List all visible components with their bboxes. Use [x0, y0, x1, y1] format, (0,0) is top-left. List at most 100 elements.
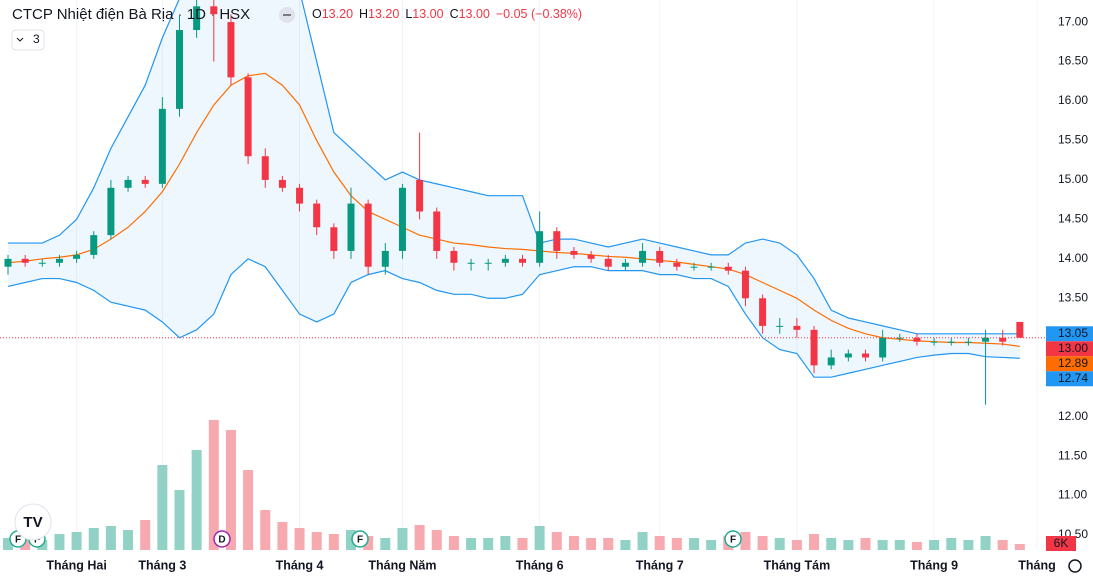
volume-bar: [826, 538, 837, 550]
candle-body: [913, 337, 921, 342]
volume-bar: [534, 526, 545, 550]
event-marker: [213, 530, 231, 548]
y-tick-label: 17.00: [1058, 14, 1088, 28]
volume-bar: [88, 528, 99, 550]
volume-bar: [980, 536, 991, 550]
y-tick-label: 12.00: [1058, 409, 1088, 423]
volume-bar: [71, 532, 82, 550]
candle-body: [433, 211, 441, 251]
x-tick-label: Tháng Năm: [368, 558, 436, 572]
candle-body: [381, 250, 389, 267]
volume-label: 6K: [1054, 536, 1069, 550]
volume-bar: [568, 536, 579, 550]
status-icon: [283, 14, 291, 16]
candle-body: [210, 6, 218, 15]
volume-bar: [500, 536, 511, 550]
candle-body: [656, 250, 664, 263]
candle-body: [227, 22, 235, 78]
volume-bar: [620, 540, 631, 550]
candle-body: [982, 337, 990, 342]
interval: 1D: [187, 6, 206, 23]
price-label: 13.00: [1058, 341, 1088, 355]
y-tick-label: 15.00: [1058, 172, 1088, 186]
volume-bar: [877, 540, 888, 550]
volume-bar: [929, 540, 940, 550]
y-tick-label: 14.00: [1058, 251, 1088, 265]
volume-bar: [946, 538, 957, 550]
candle-body: [621, 262, 629, 267]
candle-body: [244, 77, 252, 157]
y-tick-label: 14.50: [1058, 212, 1088, 226]
candle-body: [999, 337, 1007, 342]
candle-body: [107, 187, 115, 236]
volume-bar: [140, 520, 151, 550]
exchange: HSX: [219, 6, 250, 23]
indicator-toggle[interactable]: [11, 29, 45, 51]
logo-circle[interactable]: [14, 503, 52, 541]
candle-body: [759, 298, 767, 326]
event-label: F: [730, 535, 736, 546]
price-axis: 10.5011.0011.5012.0012.5013.0013.5014.00…: [1046, 14, 1093, 551]
ohlc-key: L: [405, 7, 412, 21]
candle-body: [862, 353, 869, 358]
x-tick-label: Tháng 7: [636, 558, 684, 572]
candle-body: [536, 231, 544, 263]
candle-body: [347, 203, 355, 251]
price-label-bg: [1046, 356, 1093, 372]
price-label-bg: [1046, 371, 1093, 387]
candle-body: [141, 179, 149, 184]
candle-body: [896, 337, 904, 339]
candle-body: [467, 262, 475, 264]
ohlc: O13.20 H13.20 L13.00 C13.00 −0.05 (−0.38%): [312, 7, 582, 21]
volume-bar: [466, 538, 477, 550]
band-lower: [7, 258, 1020, 378]
candle-body: [793, 325, 801, 330]
volume-bar: [637, 532, 648, 550]
candle-body: [193, 6, 201, 30]
volume-bar: [105, 526, 116, 550]
x-tick-label: Tháng Tám: [764, 558, 831, 572]
bands-layer: [7, 0, 1020, 378]
volume-bar: [551, 532, 562, 550]
volume-label-bg: [1046, 536, 1076, 551]
volume-bar: [603, 538, 614, 550]
volume-bar: [586, 538, 597, 550]
candle-body: [398, 187, 406, 251]
band-fill: [8, 0, 1020, 378]
candle-body: [278, 179, 286, 188]
volume-bar: [809, 534, 820, 550]
candle-body: [587, 254, 595, 259]
candle-body: [570, 250, 578, 255]
volume-bar: [997, 540, 1008, 550]
ohlc-key: C: [450, 7, 459, 21]
volume-bar: [843, 540, 854, 550]
indicator-count: 3: [33, 32, 40, 46]
event-marker: [724, 530, 742, 548]
volume-bar: [483, 538, 494, 550]
volume-bar: [963, 540, 974, 550]
title-text: CTCP Nhiệt điện Bà Rịa: [12, 6, 174, 23]
candle-body: [930, 341, 938, 343]
candle-body: [604, 258, 612, 267]
volume-bar: [174, 490, 185, 550]
volume-bar: [860, 538, 871, 550]
volume-bar: [706, 540, 717, 550]
volume-bar: [911, 542, 922, 550]
candle-body: [639, 250, 647, 263]
candle-body: [90, 235, 98, 255]
price-label: 12.74: [1058, 371, 1088, 385]
volume-bar: [448, 536, 459, 550]
header: CTCP Nhiệt điện Bà Rịa · 1D · HSX O13.20…: [11, 6, 582, 51]
candle-body: [501, 258, 509, 263]
candle-body: [810, 329, 818, 366]
candle-body: [416, 179, 424, 212]
volume-bar: [654, 536, 665, 550]
ohlc-key: H: [359, 7, 368, 21]
settings[interactable]: [1068, 559, 1082, 573]
volume-bar: [414, 525, 425, 550]
volume-bar: [54, 534, 65, 550]
candle-body: [844, 353, 852, 358]
y-tick-label: 16.00: [1058, 93, 1088, 107]
settings-icon[interactable]: [1068, 559, 1082, 573]
y-tick-label: 16.50: [1058, 54, 1088, 68]
